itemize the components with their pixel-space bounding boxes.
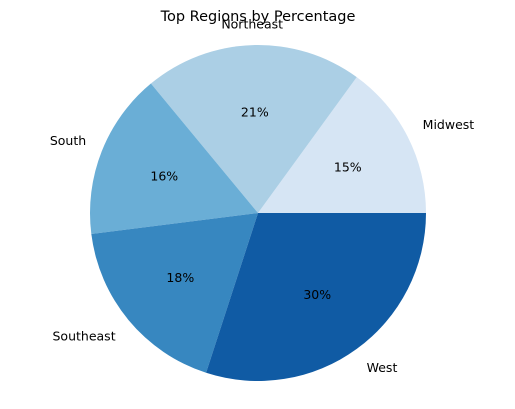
pie-slice-west	[206, 213, 426, 381]
percent-label-southeast: 18%	[166, 270, 194, 285]
percent-labels: 15% 21% 16% 18% 30%	[150, 105, 361, 302]
percent-label-south: 16%	[150, 168, 178, 183]
pie-slice-southeast	[91, 213, 258, 373]
slice-label-midwest: Midwest	[423, 117, 475, 132]
slice-label-south: South	[50, 133, 86, 148]
pie-slices	[89, 44, 426, 381]
chart-title: Top Regions by Percentage	[160, 9, 356, 25]
percent-label-northeast: 21%	[241, 105, 269, 120]
slice-labels: Midwest Northeast South Southeast West	[50, 16, 474, 375]
pie-slice-midwest	[258, 77, 426, 213]
percent-label-west: 30%	[303, 287, 331, 302]
pie-slice-northeast	[150, 44, 357, 213]
slice-label-west: West	[367, 360, 398, 375]
pie-slice-south	[89, 83, 258, 235]
percent-label-midwest: 15%	[334, 160, 362, 175]
slice-label-southeast: Southeast	[53, 328, 116, 343]
slice-label-northeast: Northeast	[221, 16, 283, 31]
